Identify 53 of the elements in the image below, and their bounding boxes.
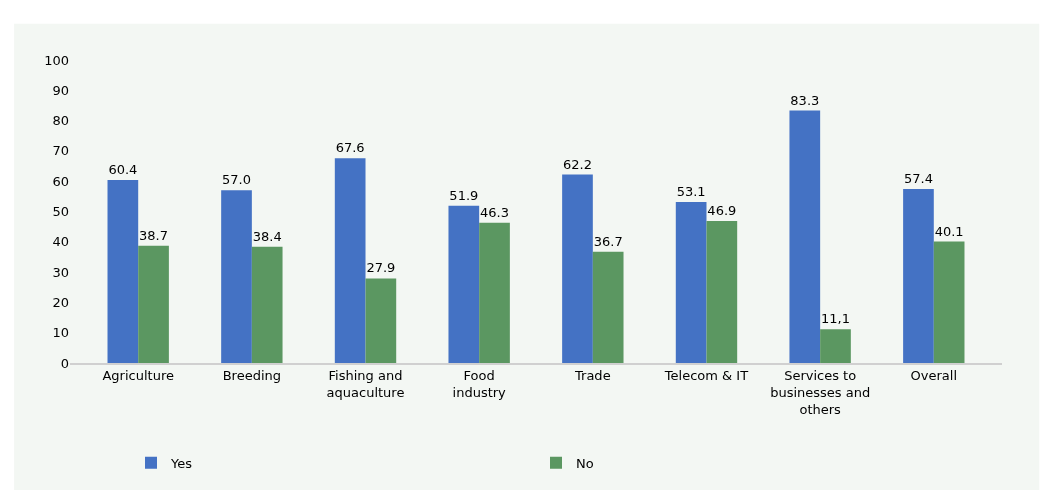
data-label: 40.1 (934, 223, 964, 239)
bar (820, 329, 851, 363)
x-tick-label: Services to businesses and others (770, 368, 871, 418)
bar (221, 190, 252, 363)
data-label: 83.3 (790, 92, 820, 108)
data-label: 11,1 (821, 311, 850, 327)
data-label: 67.6 (335, 140, 365, 156)
bar (675, 202, 707, 363)
bar (251, 246, 283, 363)
bar (933, 241, 965, 363)
data-label: 60.4 (108, 161, 138, 177)
y-tick-label: 0 (60, 355, 69, 371)
y-tick-label: 90 (52, 82, 69, 98)
y-tick-label: 20 (52, 294, 69, 310)
data-label: 38.4 (252, 228, 282, 244)
data-label: 62.2 (563, 156, 592, 172)
bar (789, 110, 821, 363)
x-tick-label: Fishing and aquaculture (326, 368, 405, 401)
y-tick-label: 70 (52, 143, 69, 159)
legend-label: Yes (170, 455, 193, 471)
x-tick-label: Overall (910, 368, 958, 384)
bar (448, 205, 480, 363)
legend-label: No (576, 455, 594, 471)
bar (334, 158, 366, 363)
data-label: 46.9 (707, 202, 737, 218)
bar (562, 174, 593, 363)
bar (706, 220, 738, 363)
data-label: 36.7 (593, 233, 623, 249)
data-label: 46.3 (480, 204, 509, 220)
x-tick-label: Food industry (452, 368, 507, 401)
y-tick-label: 100 (44, 52, 69, 68)
x-tick-label: Breeding (222, 368, 282, 384)
y-tick-label: 60 (52, 173, 69, 189)
bar (903, 189, 934, 363)
data-label: 51.9 (449, 187, 479, 203)
y-tick-label: 10 (52, 325, 69, 341)
bar (138, 245, 169, 363)
data-label: 38.7 (139, 227, 169, 243)
x-tick-label: Telecom & IT (663, 368, 749, 384)
y-tick-label: 80 (52, 113, 69, 129)
y-tick-label: 40 (52, 234, 69, 250)
data-label: 57.4 (903, 171, 933, 187)
bar (365, 278, 397, 363)
y-tick-label: 30 (52, 264, 69, 280)
data-label: 53.1 (676, 184, 706, 200)
data-label: 57.0 (222, 172, 251, 188)
data-label: 27.9 (366, 260, 396, 276)
bar (592, 251, 624, 363)
x-tick-label: Trade (574, 368, 611, 384)
y-tick-label: 50 (52, 204, 69, 220)
bar (107, 179, 139, 363)
bar (479, 222, 510, 363)
x-tick-label: Agriculture (102, 368, 174, 384)
